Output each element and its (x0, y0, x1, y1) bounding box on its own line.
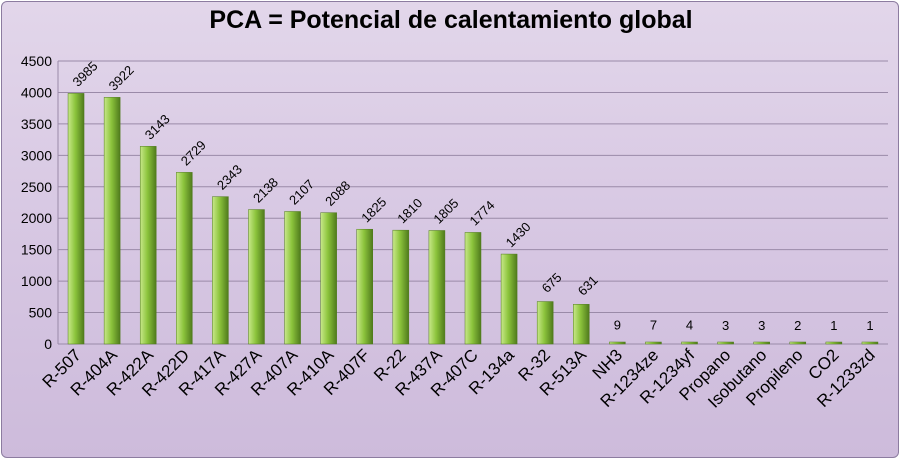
y-tick-label: 500 (29, 305, 53, 321)
y-tick-label: 4500 (21, 53, 52, 69)
bar-R-407C (464, 232, 482, 345)
y-tick-label: 2000 (21, 210, 52, 226)
chart-title: PCA = Potencial de calentamiento global (209, 6, 693, 34)
data-label: 1810 (394, 195, 425, 226)
bar-R-410A (320, 212, 337, 345)
y-tick-label: 2500 (21, 179, 52, 195)
bar-R-134a (500, 253, 518, 345)
bar-R-513A (573, 304, 590, 345)
data-label: 1774 (467, 197, 498, 228)
data-label: 3 (758, 318, 765, 333)
data-label: 2343 (214, 162, 245, 193)
data-label: 4 (686, 318, 693, 333)
y-tick-label: 4000 (21, 84, 52, 100)
bar-R-417A (212, 196, 229, 345)
data-label: 9 (614, 317, 621, 332)
data-label: 2 (794, 318, 801, 333)
bar-Propano (717, 341, 734, 345)
data-label: 2107 (286, 177, 317, 208)
data-label: 7 (650, 318, 657, 333)
data-label: 1 (830, 318, 837, 333)
bar-R-404A (103, 97, 121, 345)
y-tick-label: 3500 (21, 116, 52, 132)
bar-R-32 (536, 301, 554, 345)
bar-R-507 (67, 93, 85, 345)
bar-R-1234ze (645, 341, 662, 345)
bar-R-22 (392, 229, 410, 345)
bar-R-427A (248, 209, 265, 345)
y-tick-label: 3000 (21, 147, 52, 163)
bar-R-422A (139, 146, 157, 345)
bars (67, 93, 879, 345)
data-label: 631 (575, 272, 601, 298)
bar-NH3 (609, 341, 626, 345)
bar-R-407F (356, 228, 373, 345)
data-label: 675 (539, 270, 565, 296)
data-label: 1 (866, 318, 873, 333)
bar-R-1234yf (681, 341, 698, 345)
bar-R-422D (176, 172, 193, 345)
data-label: 2138 (250, 175, 281, 206)
bar-Isobutano (753, 341, 770, 345)
data-label: 2729 (178, 137, 209, 168)
data-label: 3143 (142, 111, 173, 142)
bar-R-1233zd (861, 341, 879, 345)
data-label: 3985 (70, 58, 101, 89)
bar-R-407A (284, 211, 301, 345)
y-axis-ticks: 0 500 1000 1500 2000 2500 3000 3500 4000 4500 (21, 53, 52, 352)
data-label: 1805 (430, 196, 461, 227)
data-label: 3922 (106, 62, 137, 93)
data-label: 1430 (503, 219, 534, 250)
y-tick-label: 1500 (21, 242, 52, 258)
bar-Propileno (789, 341, 807, 345)
bar-CO2 (825, 341, 843, 345)
y-tick-label: 1000 (21, 273, 52, 289)
y-tick-label: 0 (44, 336, 52, 352)
data-label: 2088 (322, 178, 353, 209)
bar-R-437A (428, 230, 446, 345)
x-axis-labels: R-507R-404AR-422AR-422DR-417AR-427AR-407… (39, 345, 879, 412)
data-label: 1825 (358, 194, 389, 225)
data-label: 3 (722, 318, 729, 333)
